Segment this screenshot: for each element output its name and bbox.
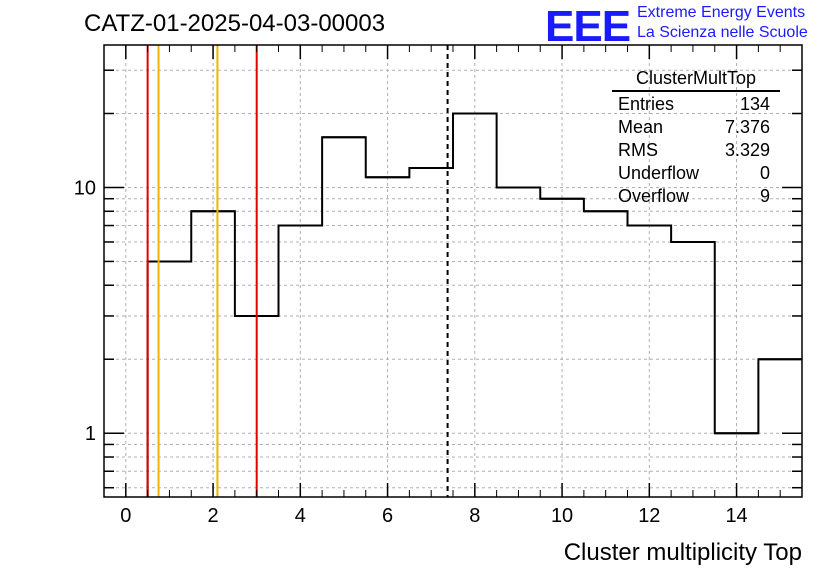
x-tick-label: 14 — [725, 505, 747, 527]
x-tick-label: 12 — [638, 505, 660, 527]
stats-value: 0 — [759, 163, 770, 183]
stats-box: ClusterMultTop Entries 134 Mean 7.376 RM… — [612, 68, 780, 208]
stats-value: 7.376 — [724, 117, 770, 137]
eee-logo: EEE — [545, 2, 631, 51]
y-tick-label: 10 — [74, 177, 96, 199]
stats-label: RMS — [618, 140, 658, 160]
logo-line-1: Extreme Energy Events — [637, 4, 806, 21]
x-tick-label: 4 — [295, 505, 306, 527]
y-tick-label: 1 — [85, 423, 96, 445]
stats-label: Overflow — [618, 186, 690, 206]
logo-line-2: La Scienza nelle Scuole — [637, 24, 808, 41]
stats-label: Entries — [618, 94, 675, 114]
x-tick-label: 0 — [120, 505, 131, 527]
x-tick-label: 2 — [208, 505, 219, 527]
stats-label: Underflow — [618, 163, 700, 183]
stats-value: 9 — [759, 186, 770, 206]
stats-row-underflow: Underflow 0 — [612, 162, 780, 185]
stats-row-rms: RMS 3.329 — [612, 139, 780, 162]
grid-layer — [104, 45, 802, 497]
stats-row-overflow: Overflow 9 — [612, 185, 780, 208]
x-tick-label: 10 — [551, 505, 573, 527]
x-tick-label: 6 — [382, 505, 393, 527]
stats-title: ClusterMultTop — [612, 68, 780, 92]
stats-value: 134 — [739, 94, 770, 114]
stats-label: Mean — [618, 117, 664, 137]
histogram-layer — [146, 112, 802, 497]
axes-layer: 0 2 4 6 8 10 12 14 1 10 Cluster multiplicity Top — [74, 44, 803, 566]
stats-row-entries: Entries 134 — [612, 93, 780, 116]
x-tick-label: 8 — [469, 505, 480, 527]
x-axis-title: Cluster multiplicity Top — [564, 539, 802, 566]
stats-value: 3.329 — [724, 140, 770, 160]
stats-row-mean: Mean 7.376 — [612, 116, 780, 139]
chart-title: CATZ-01-2025-04-03-00003 — [84, 10, 386, 37]
vertical-lines-layer — [146, 45, 449, 497]
